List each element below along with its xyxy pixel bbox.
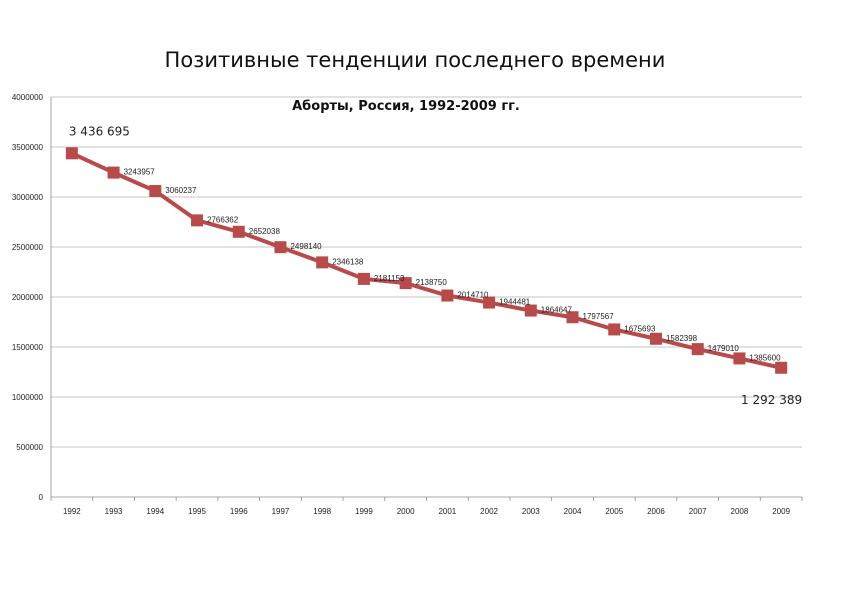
x-tick-label: 2002 (480, 507, 498, 516)
series-group (65, 147, 788, 374)
data-label: 2346138 (332, 257, 364, 266)
data-label: 1 292 389 (741, 393, 802, 407)
y-tick-label: 2000000 (12, 293, 44, 302)
data-point (524, 304, 537, 317)
data-labels: 3 436 695 3243957 3060237 2766362 2652038 249… (69, 124, 802, 406)
data-point (691, 343, 704, 356)
data-point (483, 296, 496, 309)
data-label: 2138750 (416, 278, 448, 287)
data-label: 1675693 (624, 324, 656, 333)
data-point (357, 272, 370, 285)
data-label: 1864647 (541, 306, 573, 315)
x-tick-label: 2007 (689, 507, 707, 516)
y-tick-label: 1000000 (12, 393, 44, 402)
data-label: 1479010 (708, 344, 740, 353)
data-point (65, 147, 78, 160)
x-tick-label: 1998 (313, 507, 331, 516)
x-tick-label: 1992 (63, 507, 81, 516)
x-tick-label: 2005 (605, 507, 623, 516)
data-label: 3 436 695 (69, 124, 130, 138)
chart-grid (51, 96, 802, 448)
x-tick-label: 2004 (564, 507, 582, 516)
x-tick-label: 2006 (647, 507, 665, 516)
x-tick-label: 2001 (438, 507, 456, 516)
data-label: 1385600 (749, 353, 781, 362)
data-point (149, 184, 162, 197)
data-label: 3243957 (124, 168, 156, 177)
data-point (608, 323, 621, 336)
data-label: 2498140 (290, 242, 322, 251)
data-label: 3060237 (165, 186, 197, 195)
y-tick-label: 4000000 (12, 93, 44, 102)
x-tick-label: 2003 (522, 507, 540, 516)
y-tick-label: 3000000 (12, 193, 44, 202)
x-tick-label: 1996 (230, 507, 248, 516)
data-point (441, 289, 454, 302)
x-tick-label: 1993 (105, 507, 123, 516)
x-tick-label: 1995 (188, 507, 206, 516)
y-tick-label: 3500000 (12, 143, 44, 152)
data-point (566, 311, 579, 324)
data-point (775, 361, 788, 374)
x-tick-label: 1997 (272, 507, 290, 516)
data-point (274, 241, 287, 254)
slide-title: Позитивные тенденции последнего времени (164, 48, 666, 72)
chart-title: Аборты, Россия, 1992-2009 гг. (292, 99, 520, 114)
x-tick-label: 2000 (397, 507, 415, 516)
y-tick-label: 2500000 (12, 243, 44, 252)
data-label: 1944481 (499, 298, 531, 307)
y-tick-label: 500000 (16, 443, 43, 452)
data-point (733, 352, 746, 365)
data-point (316, 256, 329, 269)
data-point (399, 277, 412, 290)
chart-axes: 0 500000 1000000 1500000 2000000 2500000 30000… (12, 93, 803, 516)
x-tick-label: 1999 (355, 507, 373, 516)
x-tick-label: 1994 (146, 507, 164, 516)
data-point (191, 214, 204, 227)
data-point (649, 332, 662, 345)
data-point (232, 225, 245, 238)
data-label: 1582398 (666, 334, 698, 343)
series-line (71, 151, 782, 370)
y-tick-label: 0 (39, 493, 44, 502)
y-tick-label: 1500000 (12, 343, 44, 352)
data-label: 2766362 (207, 215, 239, 224)
data-label: 1797567 (583, 312, 615, 321)
data-label: 2181153 (374, 274, 405, 283)
data-point (107, 166, 120, 179)
data-label: 2014710 (457, 291, 489, 300)
x-tick-label: 2009 (772, 507, 790, 516)
x-tick-label: 2008 (731, 507, 749, 516)
data-label: 2652038 (249, 227, 281, 236)
